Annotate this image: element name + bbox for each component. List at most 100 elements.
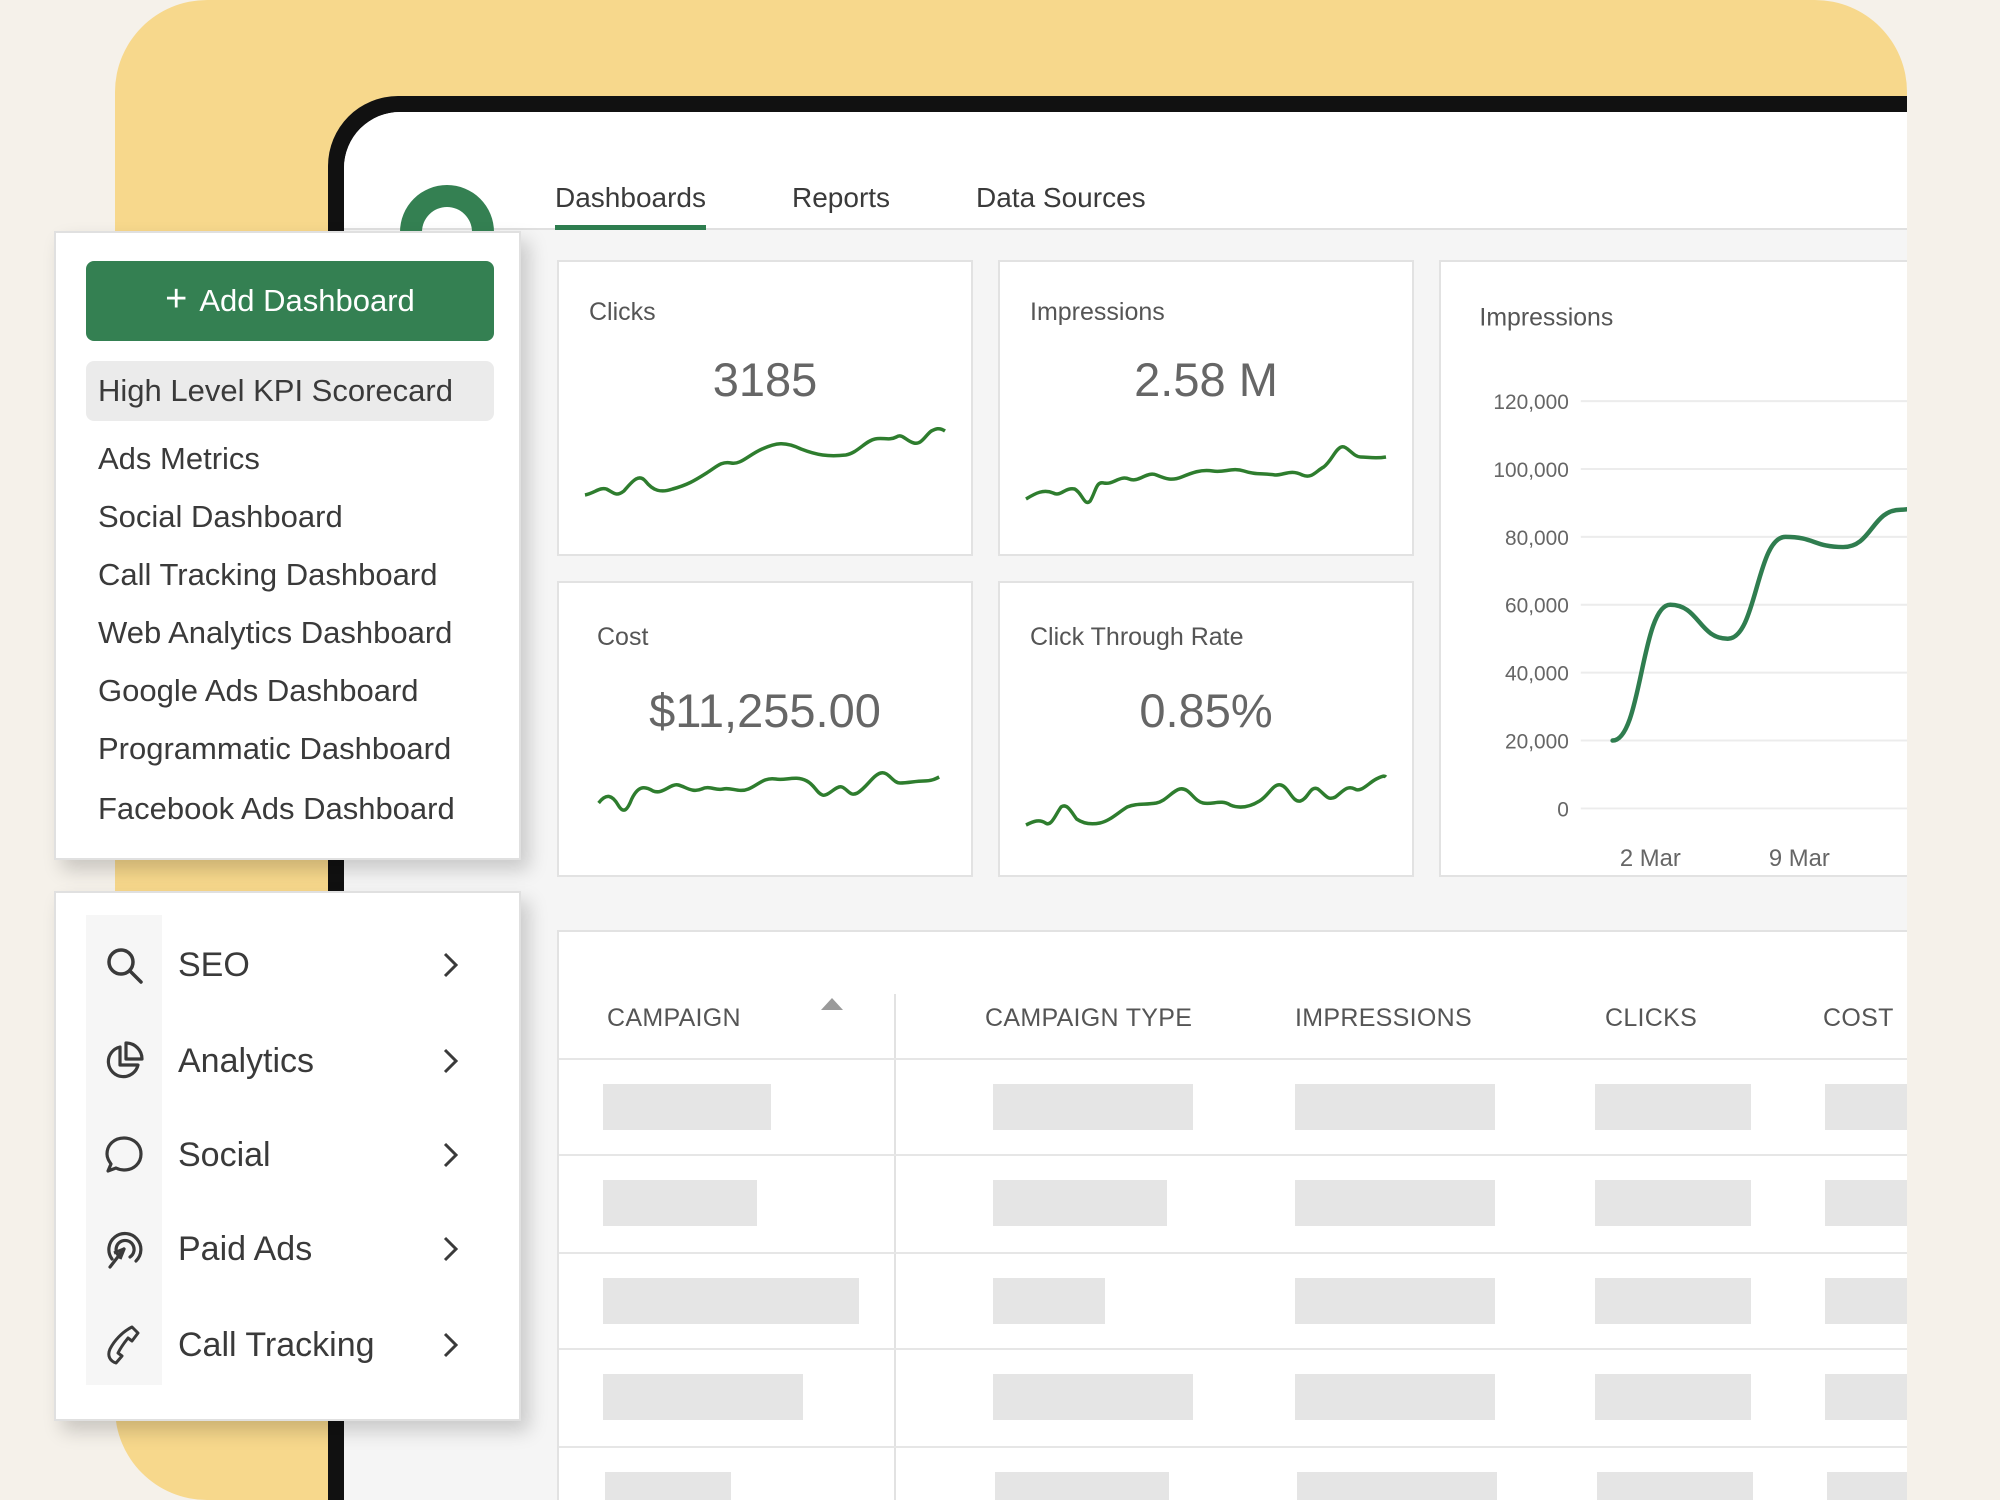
loading-placeholder bbox=[993, 1278, 1105, 1324]
impressions-line-chart: Impressions 120,000 100,000 80,000 60,000 40,… bbox=[1479, 305, 1907, 872]
y-tick-label: 80,000 bbox=[1505, 527, 1569, 550]
impressions-chart-card: Impressions 120,000 100,000 80,000 60,000 40,… bbox=[1439, 260, 1907, 877]
dashboard-item-facebook-ads[interactable]: Facebook Ads Dashboard bbox=[98, 791, 455, 826]
tab-data-sources[interactable]: Data Sources bbox=[976, 182, 1146, 213]
chevron-right-icon bbox=[420, 1330, 480, 1360]
dashboard-item-kpi-scorecard[interactable]: High Level KPI Scorecard bbox=[86, 361, 494, 421]
loading-placeholder bbox=[1295, 1374, 1495, 1420]
chevron-right-icon bbox=[420, 1140, 480, 1170]
loading-placeholder bbox=[1595, 1278, 1751, 1324]
tab-reports[interactable]: Reports bbox=[792, 182, 891, 213]
column-header-cost[interactable]: COST bbox=[1823, 1004, 1894, 1032]
loading-placeholder bbox=[1825, 1278, 1907, 1324]
kpi-value: 0.85% bbox=[1139, 684, 1273, 737]
dashboard-item-web-analytics[interactable]: Web Analytics Dashboard bbox=[98, 615, 453, 650]
row-divider bbox=[559, 1348, 1907, 1350]
x-tick-label: 9 Mar bbox=[1769, 845, 1830, 872]
series-line-impressions bbox=[1610, 506, 1907, 743]
kpi-title: Click Through Rate bbox=[1030, 623, 1244, 651]
add-dashboard-label: Add Dashboard bbox=[199, 283, 415, 318]
loading-placeholder bbox=[1825, 1374, 1907, 1420]
pie-chart-icon bbox=[86, 1039, 162, 1083]
row-divider bbox=[559, 1058, 1907, 1060]
search-icon bbox=[86, 943, 162, 987]
tab-dashboards[interactable]: Dashboards bbox=[555, 182, 706, 230]
app-screen: Dashboards Reports Data Sources Clicks 3… bbox=[344, 112, 1907, 1500]
phone-icon bbox=[86, 1323, 162, 1367]
kpi-title: Clicks bbox=[589, 298, 656, 326]
row-divider bbox=[559, 1252, 1907, 1254]
loading-placeholder bbox=[995, 1472, 1169, 1500]
dashboard-item-google-ads[interactable]: Google Ads Dashboard bbox=[98, 673, 419, 708]
loading-placeholder bbox=[1295, 1084, 1495, 1130]
column-divider bbox=[894, 994, 896, 1500]
chat-bubble-icon bbox=[86, 1133, 162, 1177]
menu-item-seo[interactable]: SEO bbox=[86, 917, 480, 1013]
column-header-impressions[interactable]: IMPRESSIONS bbox=[1295, 1004, 1472, 1032]
kpi-value: $11,255.00 bbox=[649, 684, 881, 737]
loading-placeholder bbox=[1595, 1084, 1751, 1130]
kpi-card-impressions[interactable]: Impressions 2.58 M bbox=[998, 260, 1414, 556]
icon-column bbox=[86, 915, 162, 1385]
loading-placeholder bbox=[603, 1084, 771, 1130]
menu-item-label: Social bbox=[178, 1135, 271, 1174]
menu-item-social[interactable]: Social bbox=[86, 1107, 480, 1203]
sparkline-clicks bbox=[584, 426, 946, 517]
row-divider bbox=[559, 1446, 1907, 1448]
sort-ascending-icon[interactable] bbox=[821, 998, 843, 1010]
loading-placeholder bbox=[605, 1472, 731, 1500]
loading-placeholder bbox=[1595, 1374, 1751, 1420]
loading-placeholder bbox=[1825, 1180, 1907, 1226]
y-tick-label: 60,000 bbox=[1505, 595, 1569, 618]
y-tick-label: 120,000 bbox=[1493, 391, 1568, 414]
chevron-right-icon bbox=[420, 1234, 480, 1264]
menu-item-label: Call Tracking bbox=[178, 1325, 375, 1364]
loading-placeholder bbox=[1827, 1472, 1907, 1500]
loading-placeholder bbox=[1295, 1278, 1495, 1324]
kpi-title: Impressions bbox=[1030, 298, 1165, 326]
x-tick-label: 2 Mar bbox=[1620, 845, 1681, 872]
column-header-clicks[interactable]: CLICKS bbox=[1605, 1004, 1698, 1032]
loading-placeholder bbox=[993, 1180, 1167, 1226]
category-menu-panel: SEO Analytics Social Paid Ads bbox=[54, 891, 521, 1421]
dashboard-item-call-tracking[interactable]: Call Tracking Dashboard bbox=[98, 557, 438, 592]
dashboard-item-programmatic[interactable]: Programmatic Dashboard bbox=[98, 731, 452, 766]
loading-placeholder bbox=[603, 1278, 859, 1324]
menu-item-label: Analytics bbox=[178, 1041, 315, 1080]
row-divider bbox=[559, 1154, 1907, 1156]
kpi-value: 2.58 M bbox=[1134, 353, 1278, 406]
y-tick-label: 40,000 bbox=[1505, 663, 1569, 686]
loading-placeholder bbox=[1297, 1472, 1497, 1500]
dashboard-item-social[interactable]: Social Dashboard bbox=[98, 499, 343, 534]
target-click-icon bbox=[86, 1227, 162, 1271]
dashboard-item-ads-metrics[interactable]: Ads Metrics bbox=[98, 441, 260, 476]
loading-placeholder bbox=[1825, 1084, 1907, 1130]
sparkline-cost bbox=[585, 763, 945, 853]
kpi-value: 3185 bbox=[712, 353, 818, 406]
kpi-title: Cost bbox=[597, 623, 649, 651]
loading-placeholder bbox=[603, 1374, 803, 1420]
menu-item-label: SEO bbox=[178, 945, 250, 984]
menu-item-analytics[interactable]: Analytics bbox=[86, 1013, 480, 1109]
chevron-right-icon bbox=[420, 1046, 480, 1076]
app-logo-icon bbox=[400, 185, 494, 232]
chevron-right-icon bbox=[420, 950, 480, 980]
sparkline-ctr bbox=[1025, 763, 1388, 853]
y-tick-label: 100,000 bbox=[1493, 459, 1568, 482]
add-dashboard-button[interactable]: + Add Dashboard bbox=[86, 261, 494, 341]
chart-title: Impressions bbox=[1479, 305, 1613, 332]
kpi-card-ctr[interactable]: Click Through Rate 0.85% bbox=[998, 581, 1414, 877]
kpi-card-clicks[interactable]: Clicks 3185 bbox=[557, 260, 973, 556]
campaign-table: CAMPAIGN CAMPAIGN TYPE IMPRESSIONS CLICK… bbox=[557, 930, 1907, 1500]
menu-item-label: Paid Ads bbox=[178, 1229, 313, 1268]
loading-placeholder bbox=[993, 1374, 1193, 1420]
loading-placeholder bbox=[1295, 1180, 1495, 1226]
menu-item-call-tracking[interactable]: Call Tracking bbox=[86, 1297, 480, 1393]
loading-placeholder bbox=[993, 1084, 1193, 1130]
menu-item-paid-ads[interactable]: Paid Ads bbox=[86, 1201, 480, 1297]
column-header-campaign-type[interactable]: CAMPAIGN TYPE bbox=[985, 1004, 1193, 1032]
column-header-campaign[interactable]: CAMPAIGN bbox=[607, 1004, 741, 1032]
plus-icon: + bbox=[165, 278, 188, 320]
loading-placeholder bbox=[603, 1180, 757, 1226]
kpi-card-cost[interactable]: Cost $11,255.00 bbox=[557, 581, 973, 877]
